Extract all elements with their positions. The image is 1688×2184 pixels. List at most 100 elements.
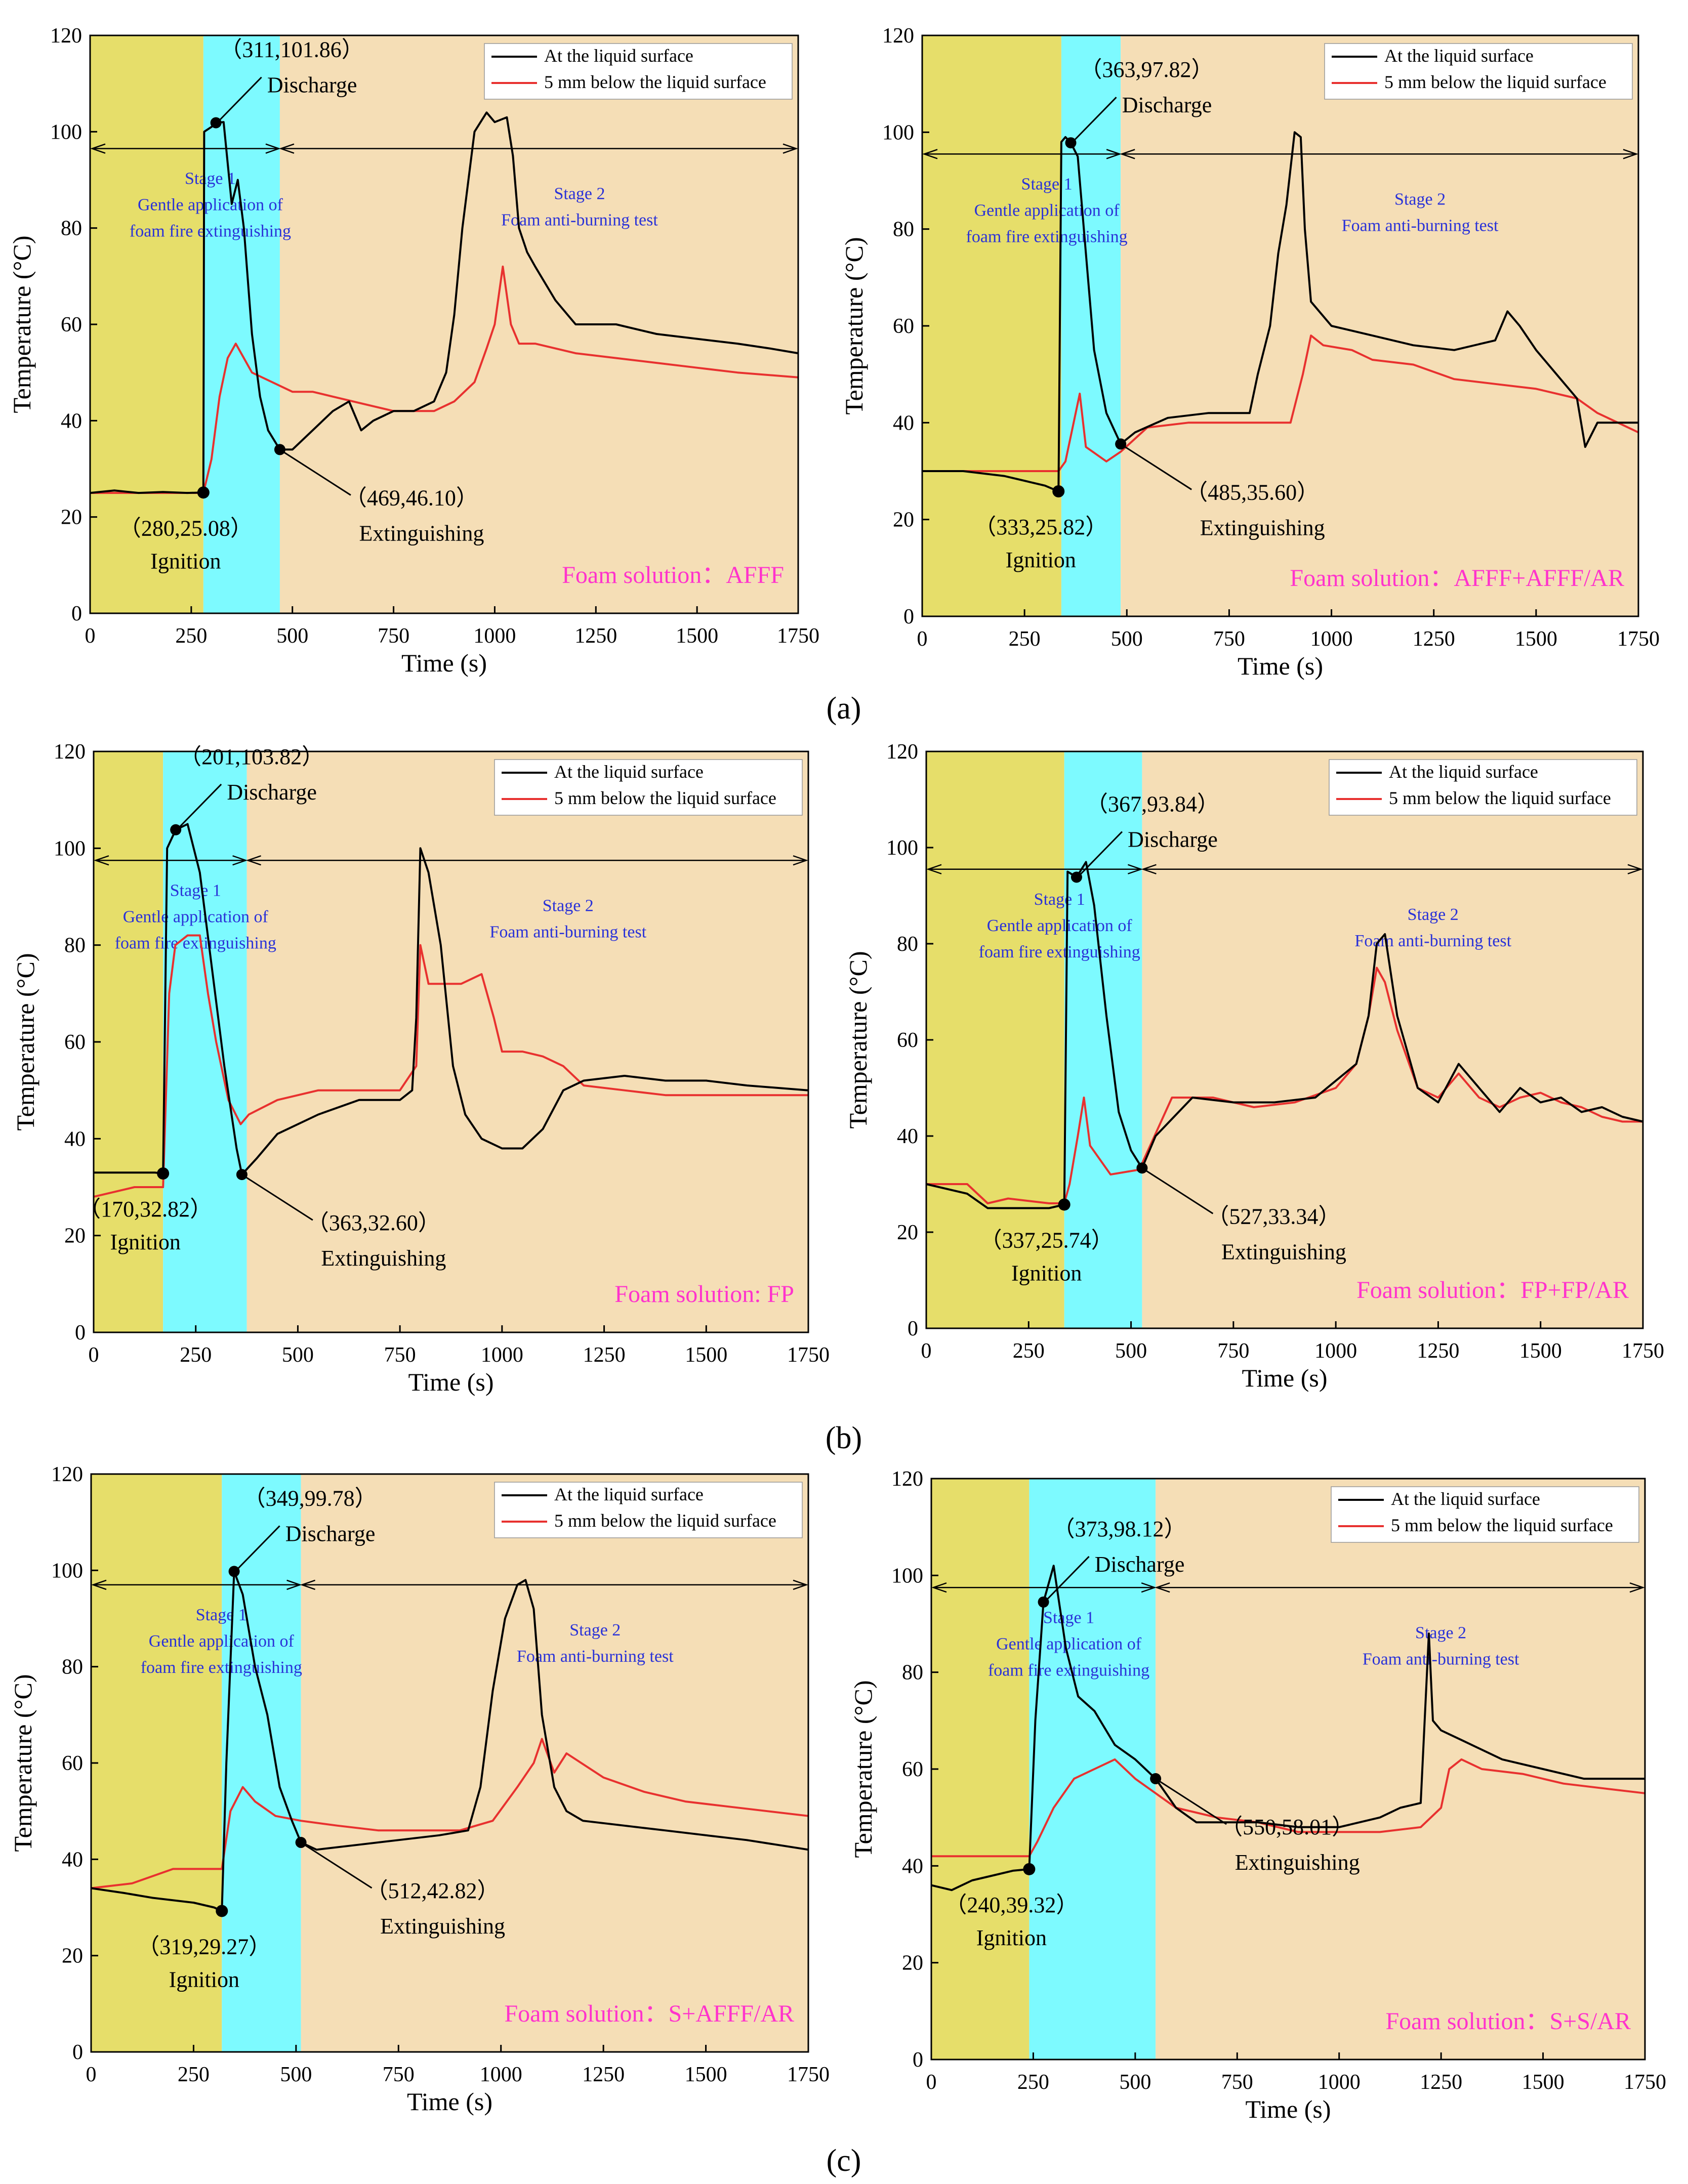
extinguish-marker	[1136, 1162, 1148, 1174]
stage1-region	[222, 1474, 301, 2052]
stage2-text-line: Stage 2	[543, 896, 594, 915]
pre-ignition-region	[922, 35, 1061, 616]
ignition-coord: （337,25.74）	[980, 1228, 1114, 1252]
y-tick-label: 100	[882, 121, 914, 144]
stage2-text-line: Stage 2	[569, 1621, 621, 1640]
stage2-text-line: Stage 2	[1394, 190, 1446, 208]
y-tick-label: 120	[886, 740, 918, 764]
x-axis-label: Time (s)	[407, 2087, 492, 2116]
extinguish-coord: （363,32.60）	[307, 1210, 440, 1235]
ignition-coord: （319,29.27）	[137, 1934, 271, 1959]
stage2-text-line: Foam anti-burning test	[489, 922, 646, 941]
ignition-coord: （170,32.82）	[78, 1197, 212, 1222]
foam-solution-label: Foam solution：AFFF	[562, 562, 784, 589]
extinguish-pointer	[303, 1843, 373, 1889]
stage2-arrow-head-left	[1155, 1582, 1170, 1593]
x-axis-label: Time (s)	[1242, 1364, 1327, 1392]
y-tick-label: 120	[54, 740, 86, 764]
y-tick-label: 40	[61, 409, 82, 433]
stage1-text-line: Gentle application of	[974, 201, 1120, 220]
foam-solution-label: Foam solution：S+AFFF/AR	[504, 2000, 794, 2027]
y-tick-label: 60	[902, 1758, 923, 1781]
x-tick-label: 250	[175, 624, 207, 648]
y-tick-label: 100	[51, 1559, 83, 1582]
ignition-label: Ignition	[110, 1230, 181, 1254]
extinguish-label: Extinguishing	[321, 1246, 446, 1271]
y-tick-label: 0	[908, 1317, 918, 1340]
stage1-text-line: Stage 1	[1043, 1608, 1094, 1627]
y-tick-label: 60	[62, 1752, 83, 1775]
stage2-arrow-head-right	[1623, 149, 1638, 159]
y-tick-label: 40	[64, 1127, 86, 1151]
x-tick-label: 750	[378, 624, 409, 648]
discharge-pointer	[1073, 97, 1117, 142]
stage1-arrow-head-left	[94, 855, 109, 866]
stage2-text-line: Foam anti-burning test	[1354, 932, 1511, 950]
x-tick-label: 500	[1115, 1339, 1147, 1363]
subfigure-label-a: (a)	[827, 691, 861, 726]
stage1-text-line: Stage 1	[170, 881, 221, 900]
legend-item: 5 mm below the liquid surface	[1384, 72, 1607, 92]
legend-item: 5 mm below the liquid surface	[544, 72, 766, 92]
x-tick-label: 1000	[1310, 627, 1353, 651]
stage2-arrow-head-right	[793, 1579, 808, 1590]
foam-solution-label: Foam solution：S+S/AR	[1385, 2008, 1631, 2035]
stage1-text-line: Gentle application of	[996, 1634, 1142, 1653]
y-tick-label: 20	[902, 1952, 923, 1975]
pre-ignition-region	[931, 1479, 1030, 2060]
stage1-arrow-head-right	[232, 855, 248, 866]
ignition-label: Ignition	[976, 1925, 1047, 1950]
y-axis-label: Temperature (°C)	[8, 235, 36, 413]
stage2-region	[1156, 1479, 1645, 2060]
subfigure-label-c: (c)	[827, 2144, 861, 2178]
y-tick-label: 100	[891, 1564, 923, 1587]
stage1-text-line: foam fire extinguishing	[966, 227, 1128, 246]
stage2-region	[1121, 35, 1638, 616]
y-tick-label: 60	[61, 313, 82, 337]
x-tick-label: 500	[280, 2063, 312, 2086]
stage1-text-line: Gentle application of	[149, 1632, 295, 1651]
x-tick-label: 1000	[1318, 2071, 1361, 2094]
y-tick-label: 0	[72, 2041, 83, 2064]
discharge-label: Discharge	[267, 73, 357, 98]
y-tick-label: 40	[897, 1125, 918, 1148]
y-axis-label: Temperature (°C)	[844, 951, 872, 1128]
y-axis-label: Temperature (°C)	[11, 953, 39, 1130]
legend-item: At the liquid surface	[554, 1484, 704, 1504]
extinguish-marker	[295, 1837, 307, 1849]
stage1-text-line: foam fire extinguishing	[988, 1661, 1149, 1679]
stage2-region	[246, 751, 809, 1332]
extinguish-label: Extinguishing	[359, 521, 484, 545]
legend	[1331, 1486, 1639, 1543]
x-tick-label: 1750	[787, 1343, 830, 1367]
extinguish-pointer	[1158, 1780, 1227, 1825]
x-tick-label: 1250	[582, 2063, 625, 2086]
y-tick-label: 20	[61, 506, 82, 529]
extinguish-label: Extinguishing	[1221, 1239, 1346, 1264]
series-below-line	[931, 1758, 1645, 1858]
ignition-label: Ignition	[1011, 1261, 1082, 1285]
panel-a-right: Stage 1 Gentle application of foam fire ex…	[840, 24, 1660, 680]
legend	[1329, 759, 1637, 816]
y-tick-label: 80	[61, 217, 82, 240]
stage1-text-line: foam fire extinguishing	[115, 934, 276, 952]
discharge-pointer	[178, 783, 222, 828]
discharge-coord: （367,93.84）	[1086, 792, 1219, 817]
x-axis-label: Time (s)	[408, 1368, 493, 1396]
x-tick-label: 1250	[583, 1343, 626, 1367]
stage1-text-line: Stage 1	[185, 170, 236, 188]
discharge-pointer	[218, 76, 262, 121]
stage2-arrow-head-right	[793, 855, 808, 866]
y-tick-label: 60	[64, 1031, 86, 1054]
x-tick-label: 750	[1217, 1339, 1249, 1363]
x-tick-label: 1500	[1522, 2071, 1565, 2094]
x-tick-label: 500	[282, 1343, 314, 1367]
x-tick-label: 0	[85, 624, 96, 648]
extinguish-coord: （512,42.82）	[366, 1878, 500, 1903]
discharge-marker	[1038, 1596, 1049, 1608]
series-surface-line	[94, 823, 809, 1176]
stage2-arrow-head-left	[300, 1579, 315, 1590]
x-tick-label: 750	[383, 2063, 415, 2086]
y-tick-label: 120	[891, 1467, 923, 1491]
panel-a-left: Stage 1 Gentle application of foam fire ex…	[8, 24, 819, 677]
